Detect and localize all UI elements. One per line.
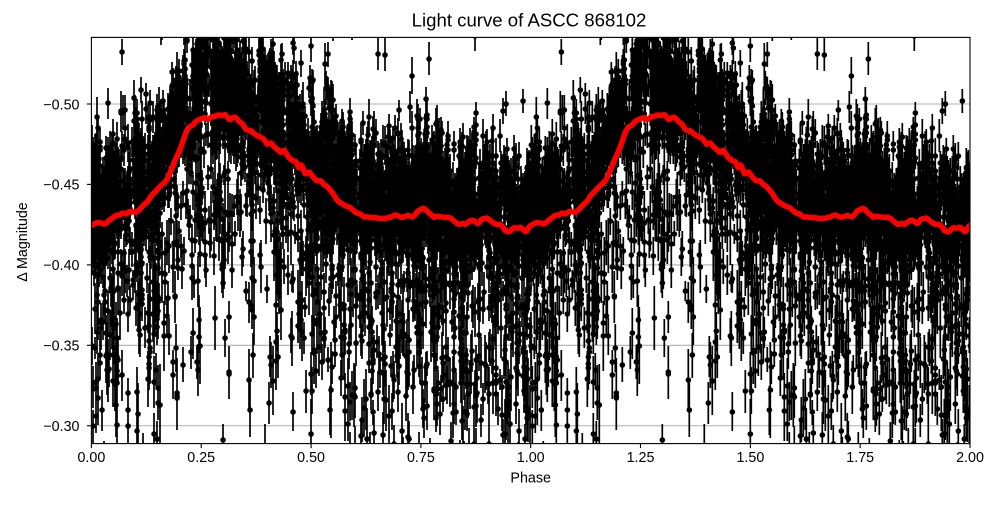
svg-text:−0.45: −0.45 [43, 178, 79, 194]
svg-text:Light curve of ASCC 868102: Light curve of ASCC 868102 [412, 10, 647, 31]
svg-text:−0.35: −0.35 [43, 339, 79, 355]
svg-text:1.25: 1.25 [627, 450, 655, 466]
svg-text:1.00: 1.00 [517, 450, 545, 466]
svg-text:−0.50: −0.50 [43, 97, 79, 113]
svg-text:0.00: 0.00 [77, 450, 105, 466]
svg-text:Δ Magnitude: Δ Magnitude [15, 202, 31, 282]
svg-text:−0.30: −0.30 [43, 419, 79, 435]
svg-text:Phase: Phase [510, 470, 551, 486]
svg-text:1.75: 1.75 [846, 450, 874, 466]
svg-text:1.50: 1.50 [736, 450, 764, 466]
svg-text:2.00: 2.00 [956, 450, 984, 466]
svg-text:0.25: 0.25 [187, 450, 215, 466]
svg-text:0.50: 0.50 [297, 450, 325, 466]
svg-text:0.75: 0.75 [407, 450, 435, 466]
svg-text:−0.40: −0.40 [43, 258, 79, 274]
